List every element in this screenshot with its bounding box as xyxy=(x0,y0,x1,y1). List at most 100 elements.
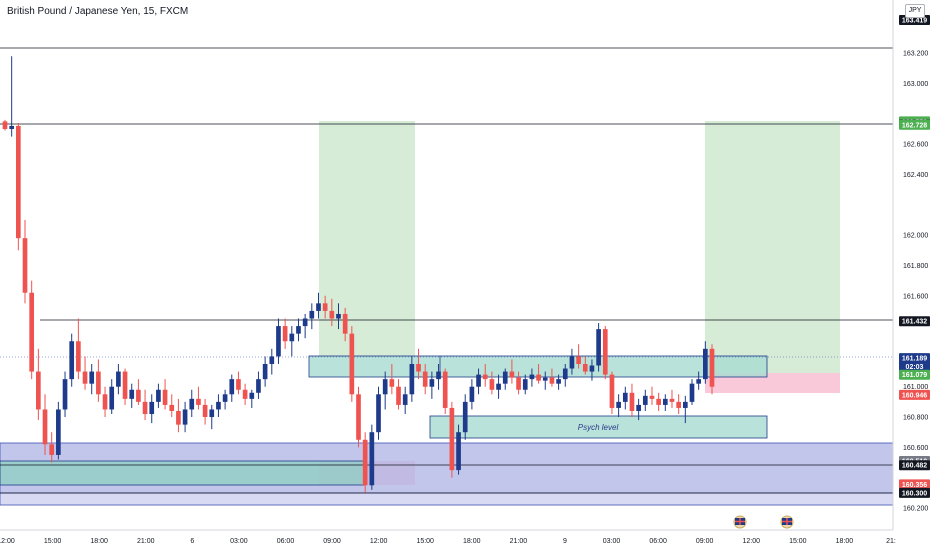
time-tick-label: 21:00 xyxy=(510,538,528,545)
long-position-2-profit[interactable] xyxy=(705,121,840,373)
candle xyxy=(509,359,515,384)
svg-text:161.079: 161.079 xyxy=(902,372,927,379)
time-tick-label: 21: xyxy=(886,538,896,545)
candle xyxy=(309,303,315,330)
candle xyxy=(9,56,15,137)
candles-layer xyxy=(2,56,715,493)
candle xyxy=(602,326,608,380)
candle xyxy=(469,379,475,410)
candle xyxy=(276,318,281,364)
candle xyxy=(516,371,521,395)
candle xyxy=(682,395,688,424)
candle xyxy=(29,280,35,380)
uk-flag-icon[interactable] xyxy=(780,515,794,529)
price-tick-label: 160.200 xyxy=(903,506,928,513)
candle xyxy=(42,394,48,455)
candle xyxy=(649,386,655,405)
candle xyxy=(176,398,181,433)
svg-text:161.189: 161.189 xyxy=(902,356,927,363)
candle xyxy=(689,379,695,405)
candle xyxy=(462,394,468,440)
candle xyxy=(702,341,708,384)
long-position-1-profit[interactable] xyxy=(319,121,415,357)
candle xyxy=(269,348,275,375)
candle xyxy=(482,363,488,387)
candle xyxy=(56,401,61,460)
svg-text:163.419: 163.419 xyxy=(902,18,927,25)
price-tick-label: 162.400 xyxy=(903,172,928,179)
time-axis[interactable]: 12:00 15:00 18:00 21:00 6 03:00 06:00 09:00 12:0… xyxy=(0,538,896,545)
demand-zone-lower[interactable] xyxy=(0,492,894,506)
psych-level-label: Psych level xyxy=(578,423,619,432)
svg-text:02:03: 02:03 xyxy=(906,364,924,371)
candle xyxy=(636,398,641,421)
price-axis[interactable]: 163.200 163.000 162.600 162.400 162.000 161.8… xyxy=(903,51,928,513)
candle xyxy=(262,356,268,387)
candle xyxy=(676,394,681,415)
currency-badge[interactable]: JPY xyxy=(905,4,925,18)
time-tick-label: 15:00 xyxy=(416,538,434,545)
candle xyxy=(656,392,661,411)
price-tag: 161.189 xyxy=(899,353,930,364)
candle xyxy=(409,356,415,402)
candle xyxy=(629,383,635,418)
candle xyxy=(616,394,621,418)
candle xyxy=(216,394,221,418)
chart-title: British Pound / Japanese Yen, 15, FXCM xyxy=(7,6,189,17)
price-tick-label: 162.000 xyxy=(903,233,928,240)
candle xyxy=(49,432,55,463)
candle xyxy=(182,401,188,433)
time-tick-label: 12:00 xyxy=(370,538,388,545)
candle xyxy=(356,386,361,448)
psych-level-zone[interactable] xyxy=(429,415,768,439)
svg-text:160.946: 160.946 xyxy=(902,392,927,399)
candle xyxy=(282,318,288,349)
candle xyxy=(662,394,668,411)
svg-text:160.482: 160.482 xyxy=(902,463,927,470)
candle xyxy=(589,359,595,381)
price-tick-label: 160.800 xyxy=(903,415,928,422)
time-tick-label: 06:00 xyxy=(649,538,667,545)
candle xyxy=(236,371,241,395)
time-tick-label: 03:00 xyxy=(603,538,621,545)
uk-flag-icon[interactable] xyxy=(733,515,747,529)
candle xyxy=(289,326,295,357)
candle xyxy=(256,371,261,399)
candle xyxy=(342,307,348,342)
candle xyxy=(36,348,41,421)
candle xyxy=(169,394,175,418)
time-tick-label: 15:00 xyxy=(789,538,807,545)
candle xyxy=(69,333,75,387)
candle xyxy=(549,368,555,387)
price-tag: 160.946 xyxy=(899,389,930,400)
price-tick-label: 160.600 xyxy=(903,445,928,452)
candle xyxy=(382,371,388,410)
candle xyxy=(396,379,401,410)
candle xyxy=(82,356,88,390)
candle xyxy=(22,219,28,304)
candle xyxy=(609,371,615,415)
candle xyxy=(249,389,255,408)
price-tags: 163.419162.750162.730162.728161.432161.1… xyxy=(899,15,930,498)
candle xyxy=(109,379,115,415)
time-tick-label: 18:00 xyxy=(463,538,481,545)
candle xyxy=(76,318,81,380)
candle xyxy=(569,348,575,375)
candle xyxy=(476,368,481,395)
long-position-2-loss[interactable] xyxy=(705,373,840,393)
candle xyxy=(529,368,535,387)
time-tick-label: 18:00 xyxy=(836,538,854,545)
candle xyxy=(229,374,235,402)
candle xyxy=(576,344,581,369)
candle xyxy=(596,323,601,372)
candle xyxy=(2,119,8,131)
candle xyxy=(669,389,675,408)
time-tick-label: 9 xyxy=(563,538,567,545)
svg-text:161.432: 161.432 xyxy=(902,319,927,326)
candle xyxy=(296,318,301,342)
candle xyxy=(456,424,461,475)
candle xyxy=(156,383,161,408)
candle xyxy=(362,432,368,493)
candle xyxy=(189,389,195,418)
